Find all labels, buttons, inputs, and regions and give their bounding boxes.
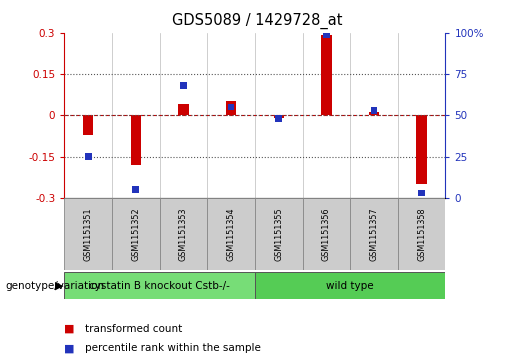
- Text: GSM1151354: GSM1151354: [227, 207, 235, 261]
- Bar: [276, 115, 282, 122]
- Bar: [273, 115, 284, 118]
- Text: cystatin B knockout Cstb-/-: cystatin B knockout Cstb-/-: [89, 281, 230, 291]
- Text: GSM1151358: GSM1151358: [417, 207, 426, 261]
- Text: ■: ■: [64, 343, 75, 354]
- Text: GSM1151351: GSM1151351: [84, 207, 93, 261]
- FancyBboxPatch shape: [64, 198, 112, 270]
- FancyBboxPatch shape: [160, 198, 207, 270]
- Text: GSM1151353: GSM1151353: [179, 207, 188, 261]
- Bar: [85, 153, 92, 160]
- Bar: [132, 186, 139, 193]
- FancyBboxPatch shape: [112, 198, 160, 270]
- Text: percentile rank within the sample: percentile rank within the sample: [85, 343, 261, 354]
- FancyBboxPatch shape: [303, 198, 350, 270]
- Bar: [131, 115, 141, 165]
- Bar: [371, 107, 377, 114]
- Text: GSM1151352: GSM1151352: [131, 207, 140, 261]
- Bar: [369, 113, 379, 115]
- Bar: [178, 104, 188, 115]
- Bar: [321, 36, 332, 115]
- FancyBboxPatch shape: [64, 272, 255, 299]
- FancyBboxPatch shape: [255, 272, 445, 299]
- FancyBboxPatch shape: [255, 198, 303, 270]
- Bar: [418, 189, 425, 196]
- Text: GDS5089 / 1429728_at: GDS5089 / 1429728_at: [172, 13, 343, 29]
- FancyBboxPatch shape: [350, 198, 398, 270]
- Bar: [180, 82, 187, 89]
- Bar: [228, 104, 234, 110]
- Text: GSM1151356: GSM1151356: [322, 207, 331, 261]
- Bar: [226, 102, 236, 115]
- Bar: [417, 115, 427, 184]
- Text: ■: ■: [64, 323, 75, 334]
- Text: wild type: wild type: [327, 281, 374, 291]
- Bar: [83, 115, 93, 135]
- FancyBboxPatch shape: [398, 198, 445, 270]
- Text: GSM1151355: GSM1151355: [274, 207, 283, 261]
- Bar: [323, 31, 330, 38]
- Text: GSM1151357: GSM1151357: [370, 207, 379, 261]
- Text: transformed count: transformed count: [85, 323, 182, 334]
- FancyBboxPatch shape: [207, 198, 255, 270]
- Text: ▶: ▶: [55, 281, 63, 291]
- Text: genotype/variation: genotype/variation: [5, 281, 104, 291]
